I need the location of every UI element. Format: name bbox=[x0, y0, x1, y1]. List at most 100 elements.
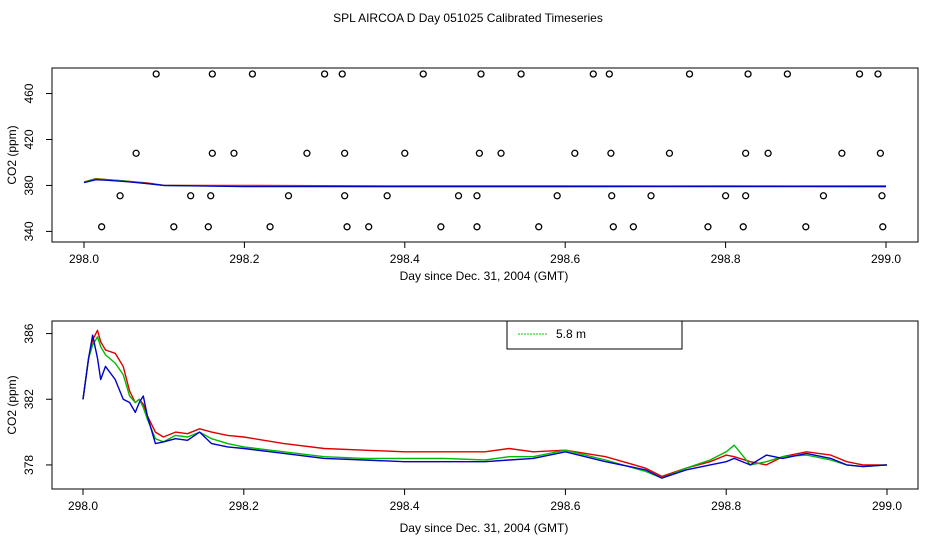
calibration-point bbox=[343, 223, 351, 231]
calibration-point bbox=[473, 192, 481, 200]
figure-title: SPL AIRCOA D Day 051025 Calibrated Times… bbox=[333, 11, 603, 25]
calibration-point bbox=[187, 192, 195, 200]
top-x-tick-label: 298.6 bbox=[550, 252, 580, 266]
top-y-tick-label: 340 bbox=[22, 221, 36, 241]
calibration-point bbox=[553, 192, 561, 200]
calibration-point bbox=[607, 149, 615, 157]
calibration-point bbox=[303, 149, 311, 157]
top-calibration-points bbox=[97, 70, 887, 231]
top-x-tick-label: 298.4 bbox=[390, 252, 420, 266]
bottom-series-green bbox=[82, 336, 888, 479]
calibration-point bbox=[340, 149, 349, 157]
calibration-point bbox=[742, 192, 750, 200]
calibration-point bbox=[589, 70, 597, 78]
calibration-point bbox=[744, 70, 752, 78]
calibration-point bbox=[475, 149, 484, 157]
calibration-point bbox=[665, 149, 674, 157]
calibration-point bbox=[383, 192, 391, 200]
legend-label-5-8m: 5.8 m bbox=[556, 327, 586, 341]
bottom-panel: 298.0 298.2 298.4 298.6 298.8 299.0378382386 … bbox=[5, 320, 919, 535]
calibration-point bbox=[742, 149, 750, 157]
bottom-x-tick-label: 298.8 bbox=[711, 499, 741, 513]
calibration-point bbox=[764, 149, 772, 157]
bottom-x-tick-label: 299.0 bbox=[872, 499, 902, 513]
top-x-tick-label: 299.0 bbox=[871, 252, 901, 266]
calibration-point bbox=[207, 192, 215, 200]
calibration-point bbox=[152, 70, 160, 78]
calibration-point bbox=[248, 70, 257, 78]
calibration-point bbox=[721, 192, 730, 200]
calibration-point bbox=[605, 70, 613, 78]
calibration-point bbox=[685, 70, 694, 78]
calibration-point bbox=[876, 149, 885, 157]
calibration-point bbox=[284, 192, 293, 200]
bottom-y-tick-label: 378 bbox=[22, 455, 36, 475]
calibration-point bbox=[819, 192, 828, 200]
calibration-point bbox=[340, 192, 349, 200]
bottom-x-tick-label: 298.2 bbox=[229, 499, 259, 513]
calibration-point bbox=[517, 70, 525, 78]
calibration-point bbox=[170, 223, 178, 231]
calibration-point bbox=[739, 223, 747, 231]
calibration-point bbox=[401, 149, 409, 157]
bottom-y-axis-label: CO2 (ppm) bbox=[5, 375, 19, 434]
bottom-series-blue bbox=[82, 334, 888, 479]
calibration-point bbox=[879, 223, 887, 231]
top-x-tick-label: 298.0 bbox=[69, 252, 99, 266]
calibration-point bbox=[437, 223, 445, 231]
bottom-y-tick-label: 382 bbox=[22, 389, 36, 409]
calibration-point bbox=[783, 70, 792, 78]
calibration-point bbox=[204, 223, 212, 231]
top-y-tick-label: 380 bbox=[22, 175, 36, 195]
calibration-point bbox=[266, 223, 274, 231]
bottom-axes: 298.0 298.2 298.4 298.6 298.8 299.0 378 382 386 bbox=[22, 323, 902, 513]
top-x-tick-label: 298.8 bbox=[711, 252, 741, 266]
calibration-point bbox=[477, 70, 485, 78]
calibration-point bbox=[132, 149, 140, 157]
calibration-point bbox=[647, 192, 655, 200]
top-panel: 298.0 298.2 298.4 298.6 298.8 299.0 340 380 420 4… bbox=[5, 67, 919, 283]
calibration-point bbox=[838, 149, 846, 157]
calibration-point bbox=[473, 223, 481, 231]
calibration-point bbox=[208, 149, 216, 157]
calibration-point bbox=[365, 223, 373, 231]
top-y-tick-label: 420 bbox=[22, 129, 36, 149]
bottom-series-red bbox=[82, 329, 887, 478]
calibration-point bbox=[208, 70, 216, 78]
bottom-x-axis-label: Day since Dec. 31, 2004 (GMT) bbox=[400, 521, 569, 535]
calibration-point bbox=[454, 192, 463, 200]
bottom-x-tick-label: 298.4 bbox=[390, 499, 420, 513]
top-y-tick-label: 460 bbox=[22, 83, 36, 103]
bottom-x-tick-label: 298.0 bbox=[68, 499, 98, 513]
legend: 5.8 m bbox=[506, 320, 683, 350]
bottom-x-tick-label: 298.6 bbox=[550, 499, 580, 513]
calibration-point bbox=[97, 223, 106, 231]
calibration-point bbox=[629, 223, 638, 231]
calibration-point bbox=[609, 223, 617, 231]
top-y-axis-label: CO2 (ppm) bbox=[5, 125, 19, 184]
calibration-point bbox=[338, 70, 346, 78]
top-series-blue bbox=[83, 178, 886, 188]
calibration-point bbox=[704, 223, 712, 231]
calibration-point bbox=[419, 70, 427, 78]
bottom-series-group bbox=[82, 329, 888, 479]
calibration-point bbox=[855, 70, 864, 78]
top-series-group bbox=[83, 177, 887, 188]
top-x-axis-label: Day since Dec. 31, 2004 (GMT) bbox=[400, 269, 569, 283]
bottom-y-tick-label: 386 bbox=[22, 323, 36, 343]
top-axes: 298.0 298.2 298.4 298.6 298.8 299.0 340 380 420 4… bbox=[22, 83, 901, 266]
calibration-point bbox=[878, 192, 886, 200]
calibration-point bbox=[571, 149, 579, 157]
legend-box bbox=[506, 320, 683, 350]
calibration-point bbox=[320, 70, 329, 78]
calibration-point bbox=[874, 70, 882, 78]
calibration-point bbox=[116, 192, 124, 200]
calibration-point bbox=[497, 149, 505, 157]
calibration-point bbox=[802, 223, 810, 231]
calibration-point bbox=[230, 149, 238, 157]
calibration-point bbox=[535, 223, 543, 231]
calibration-point bbox=[608, 192, 616, 200]
top-x-tick-label: 298.2 bbox=[229, 252, 259, 266]
